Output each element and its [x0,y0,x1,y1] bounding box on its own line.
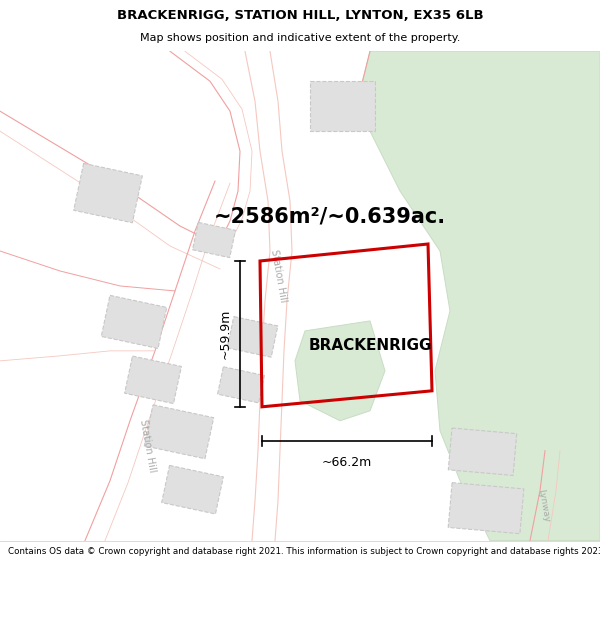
Bar [218,367,265,403]
Text: Map shows position and indicative extent of the property.: Map shows position and indicative extent… [140,33,460,44]
Text: Lynway: Lynway [536,488,550,523]
Polygon shape [245,51,292,541]
Text: Station Hill: Station Hill [139,419,158,473]
Bar [161,466,223,514]
Bar [193,222,235,258]
Bar [101,296,167,349]
Polygon shape [295,321,385,421]
Bar [448,428,517,476]
Text: ~59.9m: ~59.9m [218,309,232,359]
Text: BRACKENRIGG: BRACKENRIGG [308,338,432,353]
Bar [74,163,142,222]
Polygon shape [360,51,600,541]
Bar [448,482,524,534]
Bar [227,317,278,357]
Text: Contains OS data © Crown copyright and database right 2021. This information is : Contains OS data © Crown copyright and d… [8,546,600,556]
Bar [125,356,181,404]
Bar [310,81,375,131]
Bar [145,405,214,459]
Text: BRACKENRIGG, STATION HILL, LYNTON, EX35 6LB: BRACKENRIGG, STATION HILL, LYNTON, EX35 … [116,9,484,22]
Text: ~2586m²/~0.639ac.: ~2586m²/~0.639ac. [214,206,446,226]
Text: ~66.2m: ~66.2m [322,456,372,469]
Text: Station Hill: Station Hill [269,249,289,303]
